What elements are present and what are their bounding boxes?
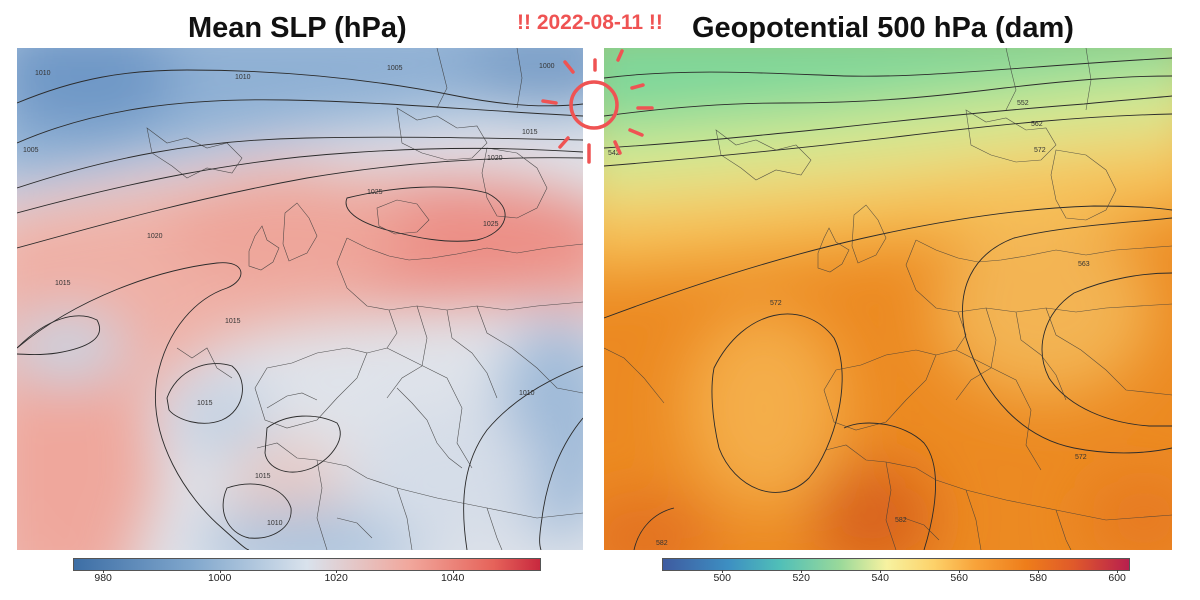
contour-label: 1025 [367,189,383,196]
slp-field [17,48,583,550]
contour-label: 1010 [519,390,535,397]
colorbar-tick-mark [219,570,221,573]
contour-label: 1005 [387,65,403,72]
slp-contour-labels: 1010 1005 1000 1015 1020 1025 1025 1020 … [23,63,555,527]
colorbar-tick-label: 520 [792,572,810,584]
geopotential-map-panel[interactable]: 552 562 572 542 572 563 572 582 582 [604,48,1172,550]
slp-map: 1010 1005 1000 1015 1020 1025 1025 1020 … [17,48,583,550]
colorbar-tick-label: 560 [950,572,968,584]
geopotential-field [604,48,1172,550]
contour-label: 542 [608,150,620,157]
sun-icon [541,49,654,164]
contour-label: 1015 [522,129,538,136]
contour-label: 1020 [147,233,163,240]
slp-isobars [17,69,583,550]
slp-colorbar [73,558,541,571]
slp-country-borders [146,48,583,550]
slp-title: Mean SLP (hPa) [188,12,407,44]
geopotential-map: 552 562 572 542 572 563 572 582 582 [604,48,1172,550]
contour-label: 1015 [225,318,241,325]
contour-label: 552 [1017,100,1029,107]
colorbar-tick-label: 1040 [440,572,465,584]
contour-label: 1000 [539,63,555,70]
colorbar-tick-mark [880,570,882,573]
contour-label: 1020 [487,155,503,162]
colorbar-tick-mark [959,570,961,573]
colorbar-tick-mark [1038,570,1040,573]
contour-label: 1010 [235,74,251,81]
contour-label: 1010 [267,520,283,527]
geopotential-title: Geopotential 500 hPa (dam) [692,12,1074,44]
colorbar-tick-mark [103,570,105,573]
contour-label: 582 [656,540,668,547]
contour-label: 562 [1031,121,1043,128]
contour-label: 582 [895,517,907,524]
colorbar-tick-mark [452,570,454,573]
contour-label: 572 [770,300,782,307]
colorbar-tick-label: 1020 [324,572,348,584]
colorbar-tick-mark [1117,570,1119,573]
colorbar-tick-label: 580 [1029,572,1047,584]
contour-label: 1015 [55,280,71,287]
contour-label: 1005 [23,147,39,154]
colorbar-tick-label: 1000 [207,572,232,584]
contour-label: 1010 [35,70,51,77]
contour-label: 572 [1075,454,1087,461]
geopotential-contours [604,57,1172,550]
date-label: !! 2022-08-11 !! [517,11,663,34]
contour-label: 1025 [483,221,499,228]
contour-label: 563 [1078,261,1090,268]
colorbar-tick-label: 600 [1108,572,1126,584]
colorbar-tick-mark [336,570,338,573]
colorbar-tick-label: 540 [871,572,889,584]
slp-map-panel[interactable]: 1010 1005 1000 1015 1020 1025 1025 1020 … [17,48,583,550]
contour-label: 1015 [255,473,271,480]
colorbar-tick-mark [801,570,803,573]
geopotential-contour-labels: 552 562 572 542 572 563 572 582 582 [608,100,1090,547]
colorbar-tick-label: 980 [94,572,112,584]
geopotential-country-borders [604,48,1172,550]
geopotential-colorbar [662,558,1130,571]
contour-label: 572 [1034,147,1046,154]
colorbar-tick-label: 500 [713,572,731,584]
colorbar-tick-mark [722,570,724,573]
contour-label: 1015 [197,400,213,407]
